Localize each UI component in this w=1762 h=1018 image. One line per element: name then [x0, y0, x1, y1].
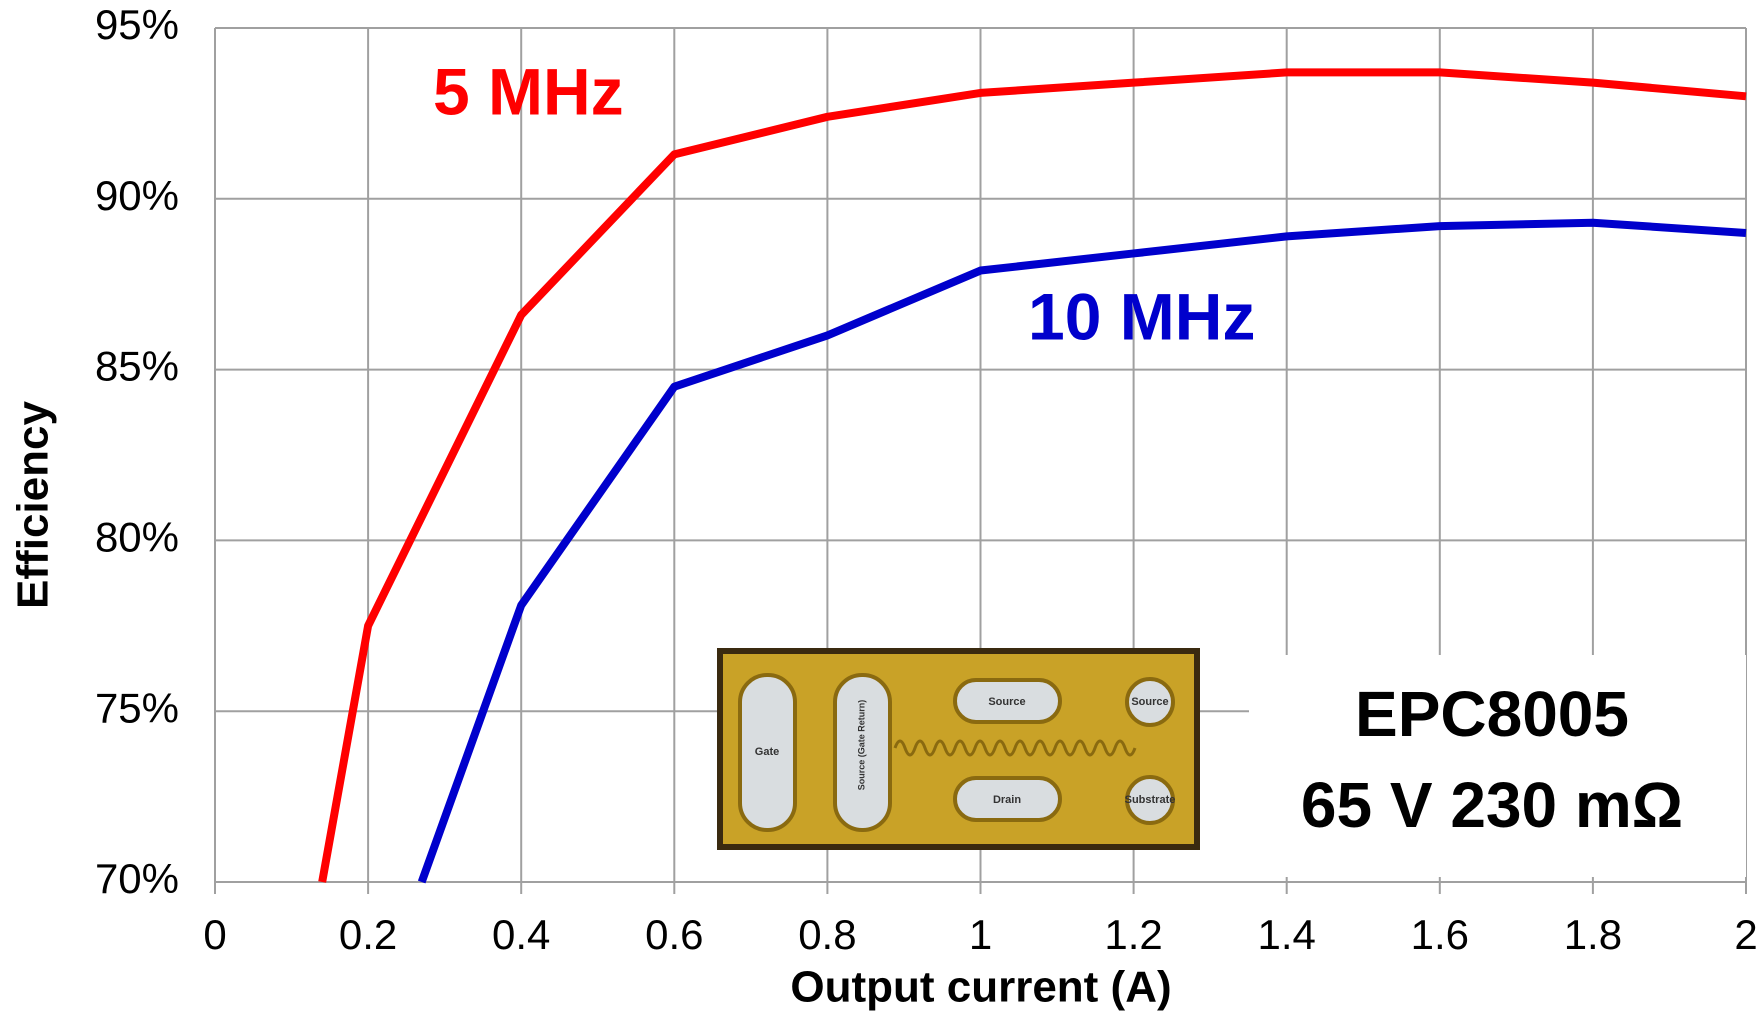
chip-inset: Gate Source (Gate Return) Source Source Drai… — [717, 648, 1200, 850]
inset-label: Substrate — [1125, 794, 1176, 806]
x-tick-label: 0.6 — [645, 911, 703, 958]
x-tick-label: 0 — [203, 911, 226, 958]
y-tick-label: 75% — [95, 684, 179, 731]
x-tick-label: 1.6 — [1411, 911, 1469, 958]
series-label: 5 MHz — [433, 54, 624, 128]
y-tick-label: 70% — [95, 855, 179, 902]
inset-label: Source — [1131, 696, 1168, 708]
x-tick-label: 0.2 — [339, 911, 397, 958]
x-tick-label: 1.4 — [1258, 911, 1316, 958]
x-tick-label: 0.4 — [492, 911, 550, 958]
chart: Gate Source (Gate Return) Source Source Drai… — [0, 0, 1762, 1018]
inset-label: Source (Gate Return) — [856, 700, 866, 791]
inset-label: Drain — [993, 794, 1021, 806]
y-tick-label: 90% — [95, 172, 179, 219]
inset-label: Source — [988, 696, 1025, 708]
y-tick-label: 95% — [95, 1, 179, 48]
series-label: 10 MHz — [1028, 279, 1255, 353]
x-tick-label: 1.8 — [1564, 911, 1622, 958]
x-tick-label: 0.8 — [798, 911, 856, 958]
x-tick-label: 2 — [1734, 911, 1757, 958]
annotation: 65 V 230 mΩ — [1301, 769, 1683, 841]
x-tick-label: 1 — [969, 911, 992, 958]
y-axis-label: Efficiency — [9, 401, 58, 609]
inset-label: Gate — [755, 746, 779, 758]
x-tick-label: 1.2 — [1104, 911, 1162, 958]
annotation: EPC8005 — [1355, 678, 1629, 750]
y-tick-label: 85% — [95, 343, 179, 390]
x-axis-label: Output current (A) — [790, 963, 1171, 1012]
y-tick-label: 80% — [95, 513, 179, 560]
